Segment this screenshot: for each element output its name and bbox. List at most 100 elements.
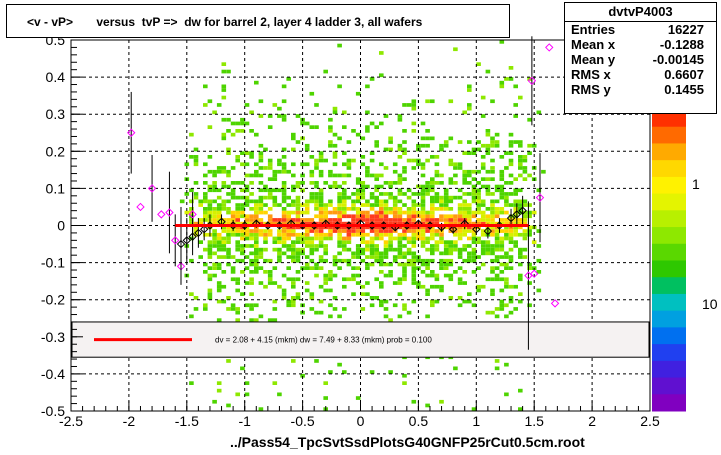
density-cell bbox=[411, 103, 417, 107]
density-cell bbox=[342, 307, 347, 311]
density-cell bbox=[207, 273, 213, 278]
density-cell bbox=[277, 162, 282, 167]
density-cell bbox=[351, 192, 356, 196]
density-cell bbox=[291, 210, 296, 215]
density-cell bbox=[286, 218, 291, 222]
density-cell bbox=[355, 181, 361, 185]
density-cell bbox=[485, 310, 491, 315]
density-cell bbox=[485, 251, 491, 256]
density-cell bbox=[388, 229, 393, 233]
density-cell bbox=[504, 303, 509, 308]
density-cell bbox=[383, 247, 389, 252]
density-cell bbox=[203, 207, 208, 211]
density-cell bbox=[309, 296, 315, 300]
density-cell bbox=[467, 151, 472, 155]
density-cell bbox=[420, 195, 426, 200]
density-cell bbox=[457, 203, 463, 207]
density-cell bbox=[434, 195, 440, 200]
outlier-point bbox=[529, 269, 539, 278]
density-cell bbox=[383, 181, 389, 185]
density-cell bbox=[337, 236, 342, 241]
density-cell bbox=[342, 195, 347, 200]
density-cell bbox=[212, 184, 217, 189]
density-cell bbox=[406, 218, 412, 222]
density-cell bbox=[397, 225, 403, 230]
profile-point bbox=[518, 206, 527, 215]
density-cell bbox=[355, 91, 361, 96]
density-cell bbox=[226, 169, 231, 174]
density-cell bbox=[439, 143, 444, 148]
density-cell bbox=[504, 262, 509, 267]
density-cell bbox=[193, 232, 199, 237]
density-cell bbox=[346, 162, 352, 167]
density-cell bbox=[346, 247, 352, 252]
density-cell bbox=[448, 199, 454, 204]
density-cell bbox=[314, 199, 319, 204]
density-cell bbox=[309, 199, 315, 204]
density-cell bbox=[504, 266, 509, 270]
density-cell bbox=[508, 229, 514, 233]
density-cell bbox=[379, 232, 384, 237]
density-cell bbox=[425, 143, 430, 148]
profile-point bbox=[472, 225, 481, 234]
density-cell bbox=[480, 203, 486, 207]
density-cell bbox=[295, 232, 301, 237]
density-cell bbox=[383, 210, 389, 215]
density-cell bbox=[383, 314, 389, 319]
density-cell bbox=[189, 314, 194, 319]
density-cell bbox=[300, 247, 305, 252]
density-cell bbox=[467, 210, 472, 215]
density-cell bbox=[402, 140, 407, 144]
density-cell bbox=[392, 181, 398, 185]
density-cell bbox=[328, 140, 333, 144]
density-cell bbox=[504, 77, 509, 81]
density-cell bbox=[267, 318, 273, 322]
density-cell bbox=[267, 162, 273, 167]
density-cell bbox=[527, 232, 532, 237]
density-cell bbox=[518, 155, 523, 159]
density-cell bbox=[318, 225, 324, 230]
density-cell bbox=[360, 155, 366, 159]
density-cell bbox=[480, 184, 486, 189]
density-cell bbox=[490, 292, 495, 296]
density-cell bbox=[221, 132, 227, 137]
density-cell bbox=[226, 232, 231, 237]
density-cell bbox=[374, 195, 379, 200]
density-cell bbox=[411, 399, 417, 404]
density-cell bbox=[314, 244, 319, 248]
density-cell bbox=[513, 232, 518, 237]
density-cell bbox=[286, 225, 291, 230]
density-cell bbox=[480, 244, 486, 248]
density-cell bbox=[494, 240, 500, 244]
density-cell bbox=[490, 99, 495, 104]
density-cell bbox=[420, 284, 426, 289]
density-cell bbox=[471, 195, 477, 200]
density-cell bbox=[337, 192, 342, 196]
density-cell bbox=[430, 303, 435, 308]
density-cell bbox=[226, 247, 231, 252]
density-cell bbox=[508, 66, 514, 70]
density-cell bbox=[240, 251, 245, 256]
density-cell bbox=[406, 240, 412, 244]
density-cell bbox=[230, 210, 236, 215]
density-cell bbox=[272, 299, 278, 304]
density-cell bbox=[443, 140, 449, 144]
density-cell bbox=[411, 273, 417, 278]
density-cell bbox=[504, 210, 509, 215]
density-cell bbox=[360, 136, 366, 141]
density-cell bbox=[304, 244, 310, 248]
density-cell bbox=[379, 258, 384, 263]
density-cell bbox=[490, 158, 495, 163]
density-cell bbox=[508, 240, 514, 244]
density-cell bbox=[494, 221, 500, 226]
density-cell bbox=[513, 199, 518, 204]
density-cell bbox=[337, 199, 342, 204]
density-cell bbox=[439, 147, 444, 152]
density-cell bbox=[434, 155, 440, 159]
density-cell bbox=[351, 214, 356, 219]
density-cell bbox=[318, 266, 324, 270]
density-cell bbox=[346, 277, 352, 282]
density-cell bbox=[369, 173, 375, 178]
density-cell bbox=[518, 143, 523, 148]
color-bar-segment bbox=[652, 143, 686, 161]
